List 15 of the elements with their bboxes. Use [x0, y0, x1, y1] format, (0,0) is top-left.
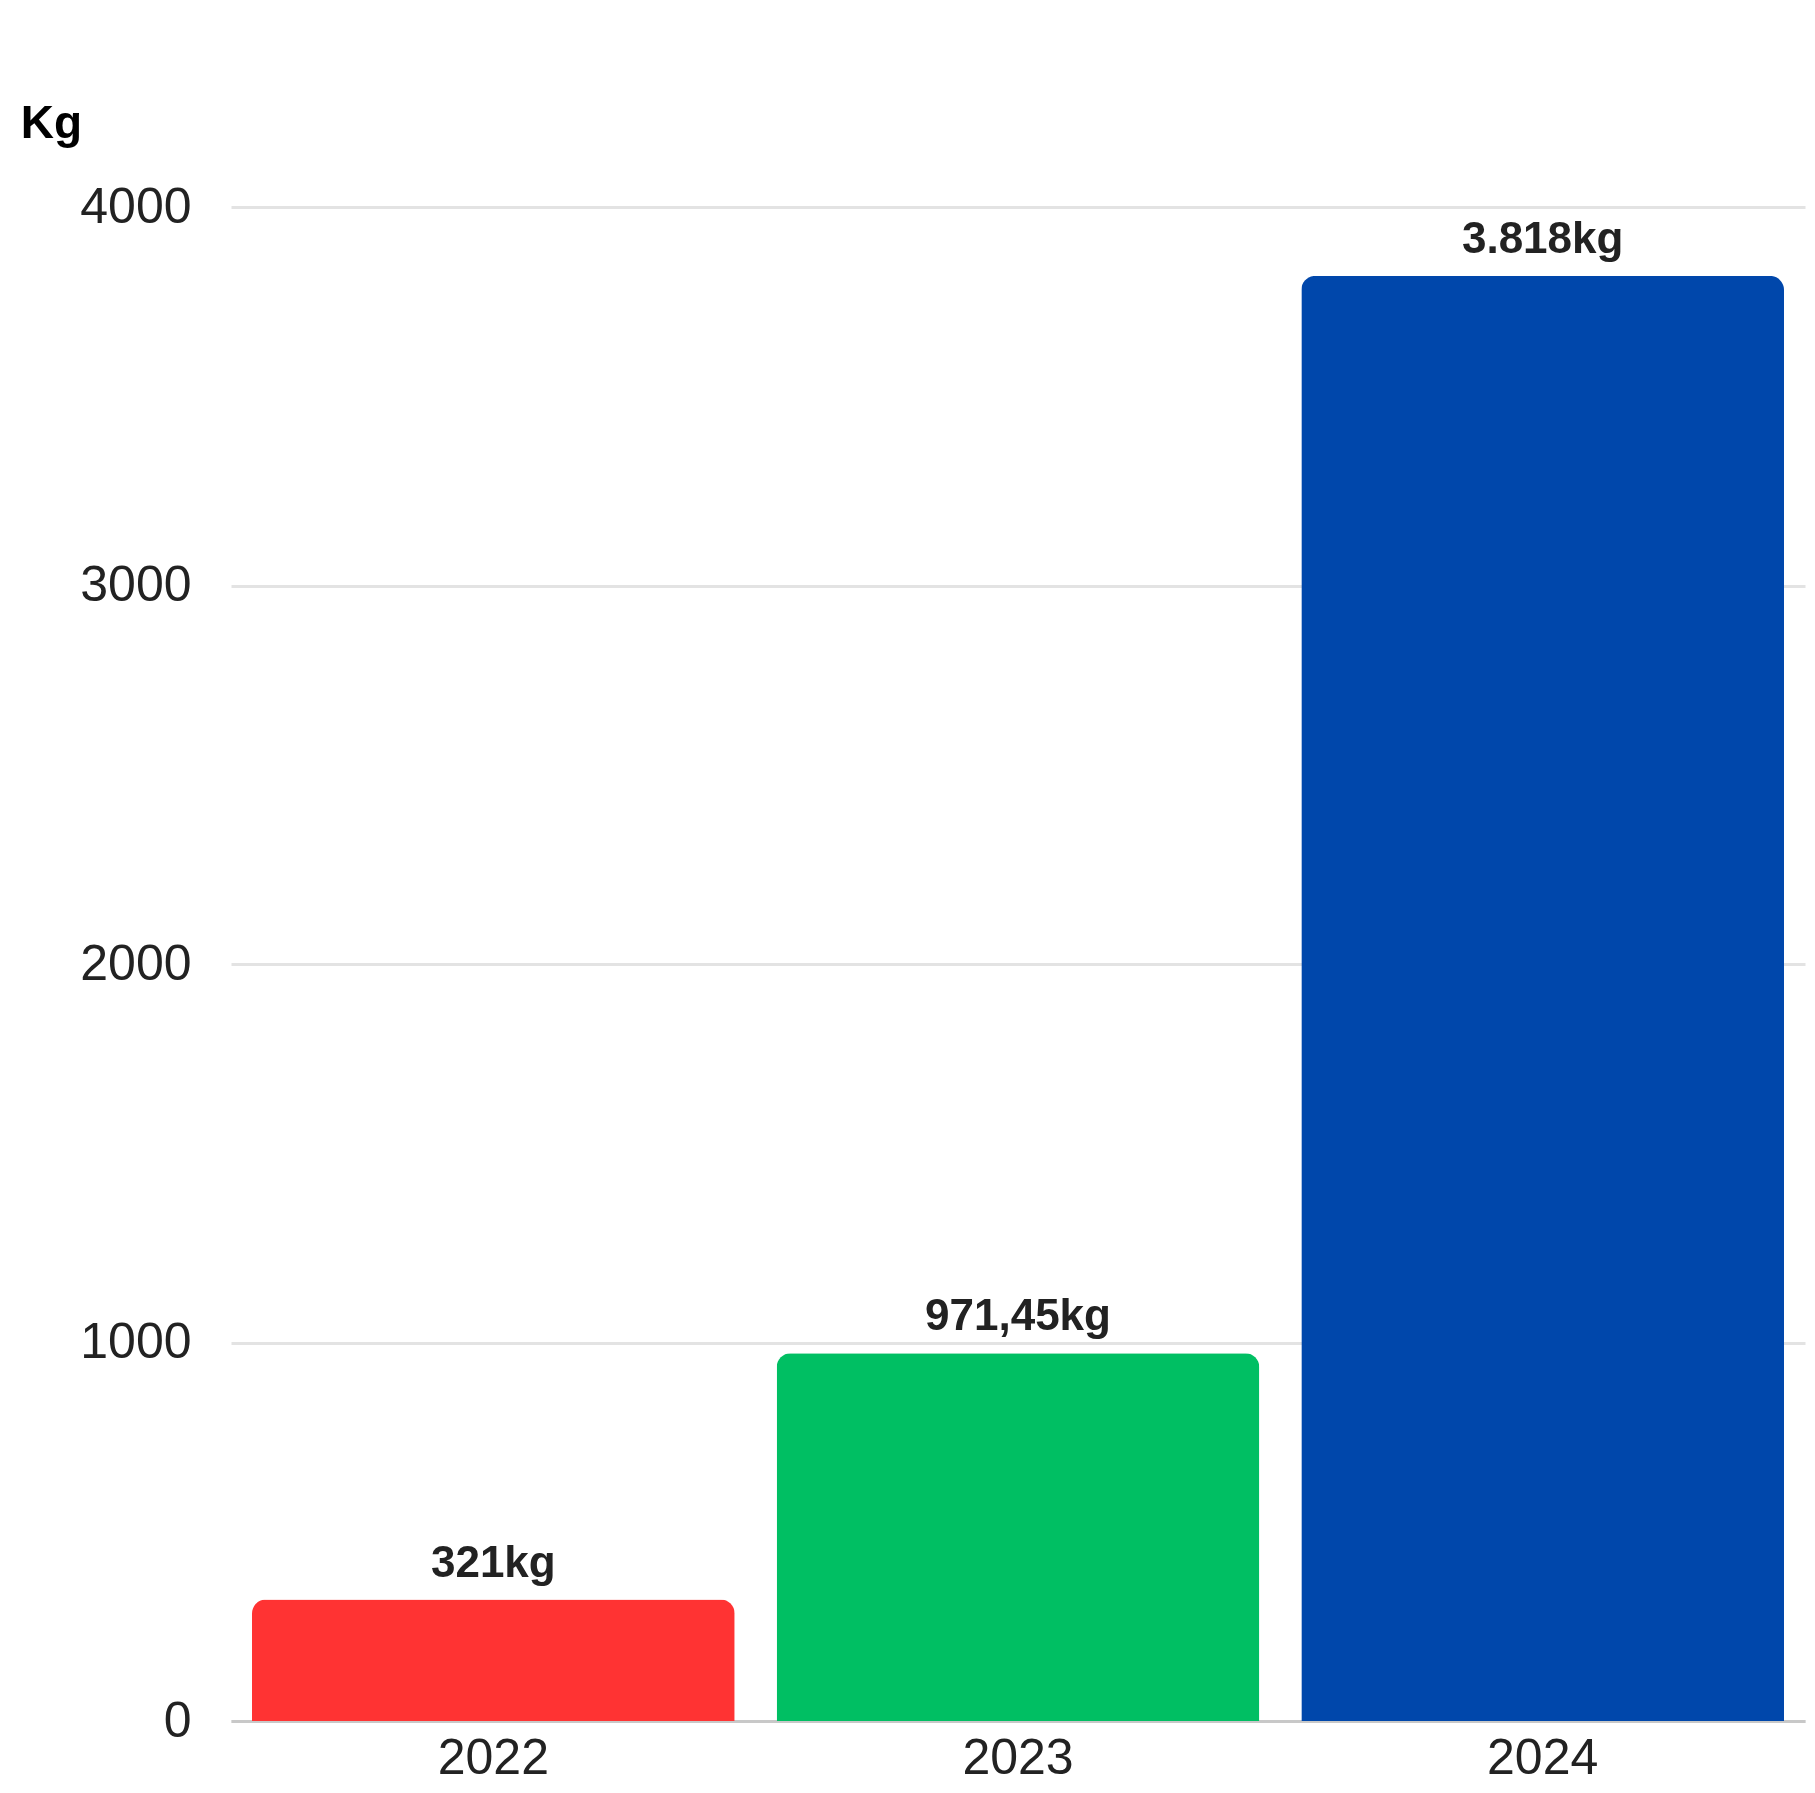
data-label: 971,45kg — [925, 1290, 1111, 1340]
x-tick-label: 2023 — [962, 1728, 1074, 1785]
data-label: 3.818kg — [1461, 212, 1624, 262]
y-tick-label: 3000 — [80, 556, 192, 612]
y-tick-label: 0 — [163, 1691, 192, 1748]
y-axis-title: Kg — [20, 95, 83, 148]
data-label: 321kg — [430, 1536, 556, 1586]
y-tick-label: 1000 — [80, 1313, 192, 1369]
x-tick-label: 2022 — [437, 1728, 549, 1785]
y-tick-label: 2000 — [80, 934, 192, 991]
y-tick-label: 4000 — [80, 177, 192, 234]
bar — [251, 1599, 735, 1721]
x-tick-label: 2024 — [1487, 1728, 1599, 1785]
bar — [1301, 275, 1785, 1721]
bar — [776, 1353, 1260, 1721]
